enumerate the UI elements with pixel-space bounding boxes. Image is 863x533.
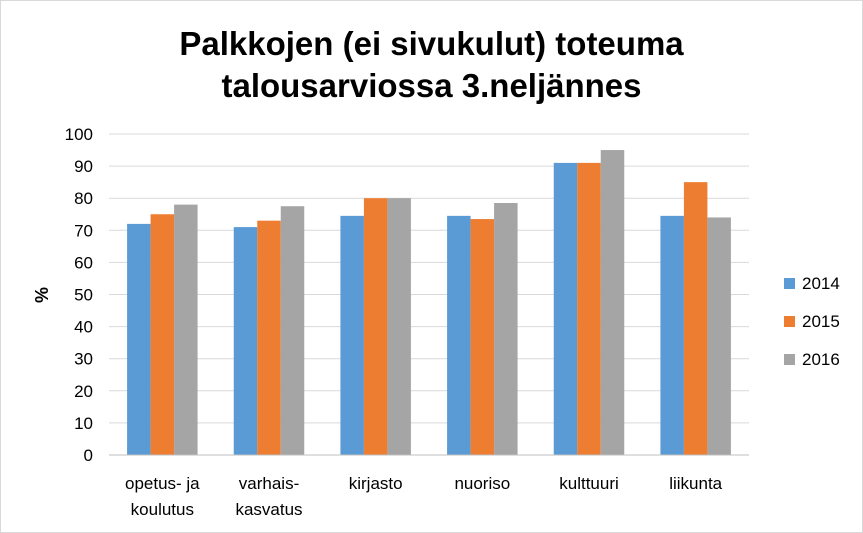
bar-2016 [174,204,198,455]
bar-2015 [577,162,601,455]
bar-2014 [447,215,471,455]
legend-label: 2014 [802,274,840,293]
legend-label: 2016 [802,350,840,369]
bar-2014 [233,227,258,455]
y-tick-label: 80 [74,189,93,208]
x-tick-label: nuoriso [454,474,510,493]
x-tick-label: kirjasto [349,474,403,493]
bar-2014 [553,162,578,455]
y-tick-label: 30 [74,350,93,369]
bar-2015 [683,182,708,455]
bar-2016 [280,206,305,455]
bar-2015 [257,220,281,455]
bar-2016 [707,217,731,455]
y-tick-label: 60 [74,253,93,272]
y-tick-label: 20 [74,382,93,401]
bar-2015 [470,219,495,455]
y-tick-label: 0 [84,446,93,465]
y-tick-label: 50 [74,286,93,305]
bar-2014 [340,215,364,455]
y-tick-label: 90 [74,157,93,176]
bar-2014 [660,215,684,455]
x-tick-label: varhais- [239,474,299,493]
y-tick-label: 100 [65,125,93,144]
x-tick-label: koulutus [131,500,194,519]
y-tick-label: 70 [74,221,93,240]
x-tick-label: kulttuuri [559,474,619,493]
x-tick-label: kasvatus [235,500,302,519]
bar-2015 [150,214,175,455]
y-axis-label: % [32,287,52,303]
bar-2016 [600,150,625,456]
y-tick-label: 40 [74,318,93,337]
bar-2014 [127,223,151,455]
chart-title-line-1: Palkkojen (ei sivukulut) toteuma [179,25,684,62]
bar-2016 [494,203,518,455]
legend-swatch-2015 [784,316,795,327]
legend-swatch-2014 [784,278,795,289]
chart-title-line-2: talousarviossa 3.neljännes [221,67,642,104]
x-tick-label: liikunta [669,474,722,493]
legend-label: 2015 [802,312,840,331]
bar-2016 [387,198,411,455]
y-tick-label: 10 [74,414,93,433]
legend-swatch-2016 [784,354,795,365]
bar-2015 [363,198,388,455]
x-tick-label: opetus- ja [125,474,200,493]
